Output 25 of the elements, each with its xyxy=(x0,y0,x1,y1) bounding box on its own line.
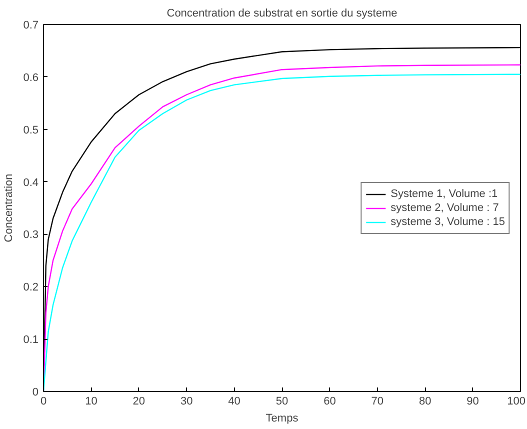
x-tick-label: 60 xyxy=(324,396,336,408)
legend-label: systeme 3, Volume : 15 xyxy=(390,214,505,228)
x-tick-label: 80 xyxy=(418,396,432,408)
x-tick-label: 70 xyxy=(371,396,384,408)
y-tick-label: 0.3 xyxy=(23,229,39,242)
x-tick-label: 50 xyxy=(276,396,288,408)
x-axis-title: Temps xyxy=(266,412,299,424)
legend-label: Systeme 1, Volume :1 xyxy=(390,186,498,200)
y-axis-title: Concentration xyxy=(3,174,16,242)
y-tick-label: 0.6 xyxy=(23,72,39,84)
x-tick-label: 90 xyxy=(466,396,479,408)
chart-title: Concentration de substrat en sortie du systeme xyxy=(166,8,398,20)
y-tick-label: 0.5 xyxy=(23,124,39,136)
x-tick-label: 40 xyxy=(228,396,240,408)
x-tick-label: 0 xyxy=(40,396,47,408)
x-tick-label: 100 xyxy=(507,396,526,408)
y-tick-label: 0.1 xyxy=(23,334,39,346)
y-tick-label: 0.4 xyxy=(23,176,39,189)
x-tick-label: 30 xyxy=(180,396,193,408)
y-tick-label: 0 xyxy=(32,386,39,398)
x-tick-label: 20 xyxy=(132,396,146,408)
legend-label: systeme 2, Volume : 7 xyxy=(390,200,499,214)
y-tick-label: 0.2 xyxy=(23,282,39,294)
y-tick-label: 0.7 xyxy=(23,20,39,32)
x-tick-label: 10 xyxy=(85,396,98,408)
